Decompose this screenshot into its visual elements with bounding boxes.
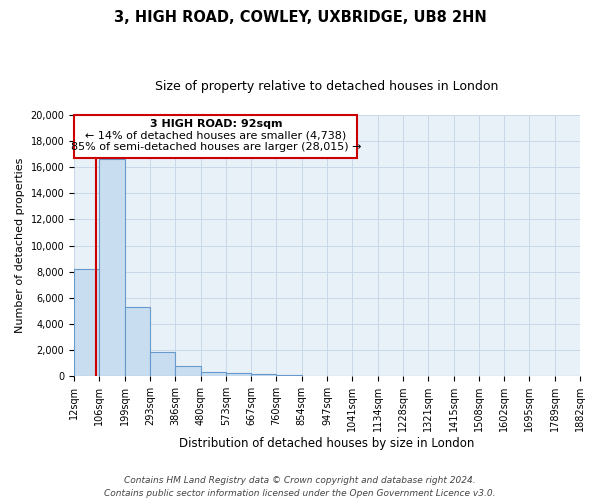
Text: 85% of semi-detached houses are larger (28,015) →: 85% of semi-detached houses are larger (…: [71, 142, 361, 152]
Bar: [150, 352, 175, 376]
Bar: [277, 375, 302, 376]
Title: Size of property relative to detached houses in London: Size of property relative to detached ho…: [155, 80, 499, 93]
FancyBboxPatch shape: [74, 115, 358, 158]
Text: ← 14% of detached houses are smaller (4,738): ← 14% of detached houses are smaller (4,…: [85, 130, 346, 140]
Bar: [226, 373, 251, 376]
Y-axis label: Number of detached properties: Number of detached properties: [15, 158, 25, 334]
Bar: [175, 366, 200, 376]
Bar: [200, 372, 226, 376]
Text: 3, HIGH ROAD, COWLEY, UXBRIDGE, UB8 2HN: 3, HIGH ROAD, COWLEY, UXBRIDGE, UB8 2HN: [113, 10, 487, 25]
Bar: [125, 307, 150, 376]
Bar: [74, 269, 100, 376]
Bar: [100, 160, 125, 376]
X-axis label: Distribution of detached houses by size in London: Distribution of detached houses by size …: [179, 437, 475, 450]
Text: Contains HM Land Registry data © Crown copyright and database right 2024.
Contai: Contains HM Land Registry data © Crown c…: [104, 476, 496, 498]
Bar: [251, 374, 277, 376]
Text: 3 HIGH ROAD: 92sqm: 3 HIGH ROAD: 92sqm: [149, 119, 282, 129]
